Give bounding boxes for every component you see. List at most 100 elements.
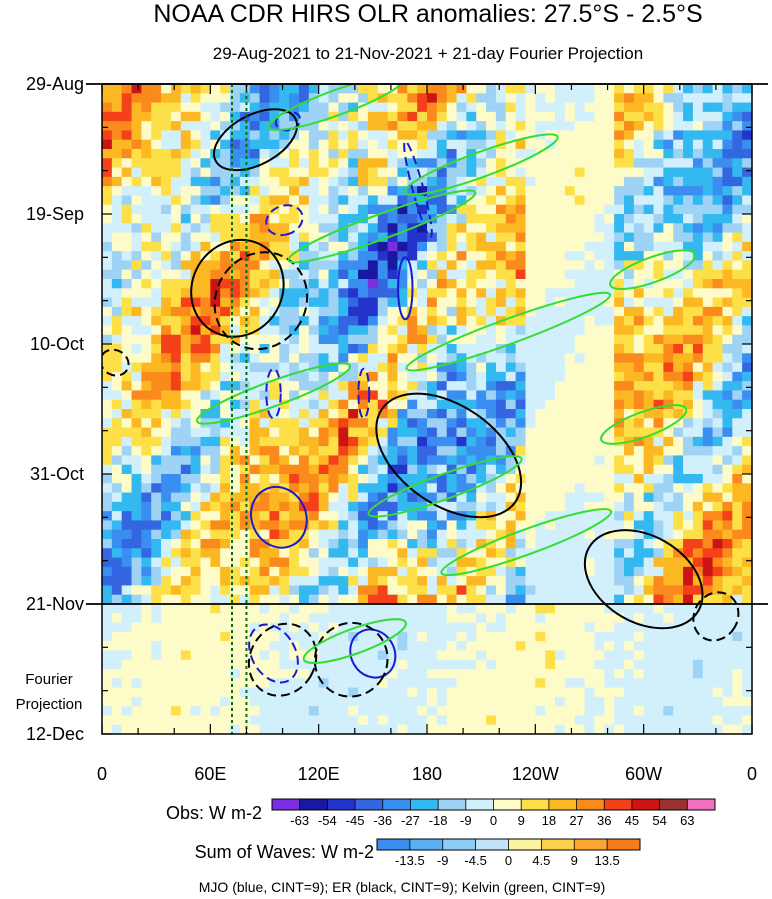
field-cell [486, 483, 497, 494]
field-cell [269, 325, 280, 336]
field-cell [308, 455, 320, 466]
field-cell [446, 474, 458, 484]
field-cell [308, 390, 320, 401]
field-cell [584, 669, 596, 679]
field-cell [456, 139, 467, 150]
field-cell [495, 176, 507, 187]
field-cell [407, 604, 418, 614]
field-cell [584, 297, 596, 308]
field-cell [348, 687, 359, 698]
field-cell [190, 687, 202, 698]
field-cell [545, 474, 556, 484]
field-cell [348, 539, 359, 549]
field-cell [121, 464, 133, 475]
field-cell [535, 539, 546, 549]
field-cell [377, 427, 389, 438]
field-cell [712, 669, 724, 679]
field-cell [663, 362, 674, 373]
field-cell [722, 223, 733, 234]
field-cell [545, 557, 556, 568]
field-cell [407, 111, 418, 122]
field-cell [397, 687, 408, 698]
field-cell [131, 223, 142, 234]
field-cell [308, 158, 320, 169]
field-cell [643, 176, 655, 187]
field-cell [525, 279, 536, 289]
field-cell [712, 492, 724, 503]
field-cell [663, 260, 674, 271]
field-cell [742, 613, 752, 624]
field-cell [702, 594, 714, 605]
field-cell [121, 474, 133, 484]
field-cell [298, 381, 310, 392]
field-cell [495, 687, 507, 698]
field-cell [230, 520, 241, 531]
field-cell [131, 371, 142, 382]
field-cell [545, 381, 556, 392]
field-cell [427, 334, 438, 345]
field-cell [397, 520, 408, 531]
field-cell [732, 724, 743, 734]
field-cell [486, 111, 497, 122]
field-cell [249, 613, 261, 624]
field-cell [584, 325, 596, 336]
field-cell [722, 334, 733, 345]
field-cell [279, 641, 290, 652]
field-cell [121, 334, 133, 345]
field-cell [397, 269, 408, 280]
field-cell [663, 84, 674, 94]
field-cell [338, 269, 349, 280]
field-cell [683, 464, 694, 475]
field-cell [161, 520, 172, 531]
field-cell [111, 529, 123, 540]
field-cell [358, 659, 369, 670]
field-cell [535, 195, 546, 206]
field-cell [318, 204, 330, 215]
field-cell [476, 102, 487, 113]
field-cell [111, 566, 123, 577]
field-cell [407, 492, 418, 503]
field-cell [574, 390, 586, 401]
field-cell [190, 715, 202, 726]
field-cell [239, 622, 251, 633]
field-cell [318, 706, 330, 717]
field-cell [692, 269, 704, 280]
field-cell [692, 139, 704, 150]
field-cell [102, 176, 113, 187]
field-cell [170, 390, 182, 401]
field-cell [653, 631, 664, 642]
field-cell [151, 241, 162, 252]
field-cell [269, 511, 280, 522]
field-cell [633, 706, 645, 717]
field-cell [367, 446, 379, 457]
field-cell [220, 223, 231, 234]
field-cell [289, 446, 300, 457]
field-cell [535, 520, 546, 531]
field-cell [604, 325, 615, 336]
field-cell [555, 613, 566, 624]
field-cell [673, 622, 684, 633]
field-cell [515, 669, 527, 679]
field-cell [476, 325, 487, 336]
field-cell [318, 501, 330, 512]
field-cell [545, 650, 556, 661]
field-cell [200, 427, 211, 438]
field-cell [564, 566, 576, 577]
field-cell [535, 446, 546, 457]
field-cell [358, 715, 369, 726]
field-cell [732, 121, 743, 132]
field-cell [673, 316, 684, 327]
field-cell [732, 613, 743, 624]
field-cell [466, 390, 477, 401]
field-cell [446, 650, 458, 661]
field-cell [555, 139, 566, 150]
field-cell [308, 232, 320, 243]
field-cell [456, 316, 467, 327]
field-cell [397, 260, 408, 271]
field-cell [623, 195, 635, 206]
colorbar-level: -27 [401, 813, 420, 828]
field-cell [161, 214, 172, 224]
field-cell [308, 585, 320, 596]
field-cell [200, 195, 211, 206]
field-cell [151, 613, 162, 624]
